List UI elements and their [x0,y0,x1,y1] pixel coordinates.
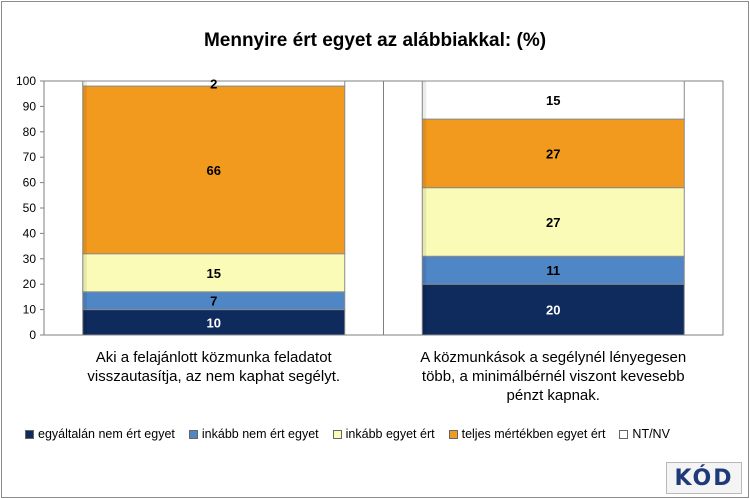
data-label: 27 [546,215,560,230]
data-label: 15 [207,266,221,281]
legend-label: NT/NV [632,427,670,441]
bar-segment [421,118,685,189]
y-tick-label: 60 [23,176,37,190]
bar-segment-shade [422,81,427,120]
data-label: 11 [546,263,560,278]
legend-item: inkább egyet ért [332,427,435,441]
bar-segment-shade [422,119,427,188]
y-tick-label: 20 [23,277,37,291]
y-tick-label: 70 [23,150,37,164]
kod-logo: KÓD [666,462,742,494]
legend-item: egyáltalán nem ért egyet [25,427,175,441]
x-category-label: A közmunkások a segélynél lényegesen [420,349,686,366]
data-label: 66 [207,163,221,178]
y-tick-label: 80 [23,125,37,139]
bar-segment [421,80,685,120]
y-tick-label: 90 [23,99,37,113]
y-tick-label: 40 [23,226,37,240]
legend-swatch [619,429,629,439]
data-label: 7 [210,294,217,309]
bar-segment [82,80,346,87]
data-label: 2 [210,77,217,92]
legend-label: egyáltalán nem ért egyet [38,427,175,441]
legend-label: inkább nem ért egyet [201,427,319,441]
x-category-label: több, a minimálbérnél viszont kevesebb [422,368,685,385]
legend-item: NT/NV [619,427,670,441]
bar-segment-shade [422,187,427,257]
bar-segment-shade [82,291,87,310]
legend-item: teljes mértékben egyet ért [448,427,606,441]
bar-segment-shade [82,253,87,292]
data-label: 10 [207,315,221,330]
legend-swatch [332,429,342,439]
x-category-label: pénzt kapnak. [507,387,600,404]
chart-legend: egyáltalán nem ért egyet inkább nem ért e… [25,427,745,442]
y-tick-label: 10 [23,303,37,317]
bar-segment-shade [82,86,87,254]
bar-segment-shade [422,284,427,335]
legend-swatch [448,429,458,439]
bar-segment-shade [82,81,87,87]
bar-segment [82,309,346,336]
data-label: 20 [546,303,560,318]
data-label: 27 [546,146,560,161]
y-tick-label: 50 [23,201,37,215]
bar-segment-shade [422,256,427,285]
legend-item: inkább nem ért egyet [188,427,319,441]
legend-swatch [25,429,34,439]
y-tick-label: 100 [16,74,36,88]
bar-segment-shade [82,309,87,335]
bar-segment [421,187,685,257]
legend-label: inkább egyet ért [345,427,435,441]
x-category-label: visszautasítja, az nem kaphat segélyt. [87,368,340,385]
chart-title: Mennyire ért egyet az alábbiakkal: (%) [203,30,547,51]
y-tick-label: 0 [29,328,36,342]
data-label: 15 [546,93,560,108]
y-tick-label: 30 [23,252,37,266]
x-category-label: Aki a felajánlott közmunka feladatot [96,349,333,366]
legend-swatch [188,429,198,439]
bar-segment [82,85,346,255]
legend-label: teljes mértékben egyet ért [461,427,606,441]
